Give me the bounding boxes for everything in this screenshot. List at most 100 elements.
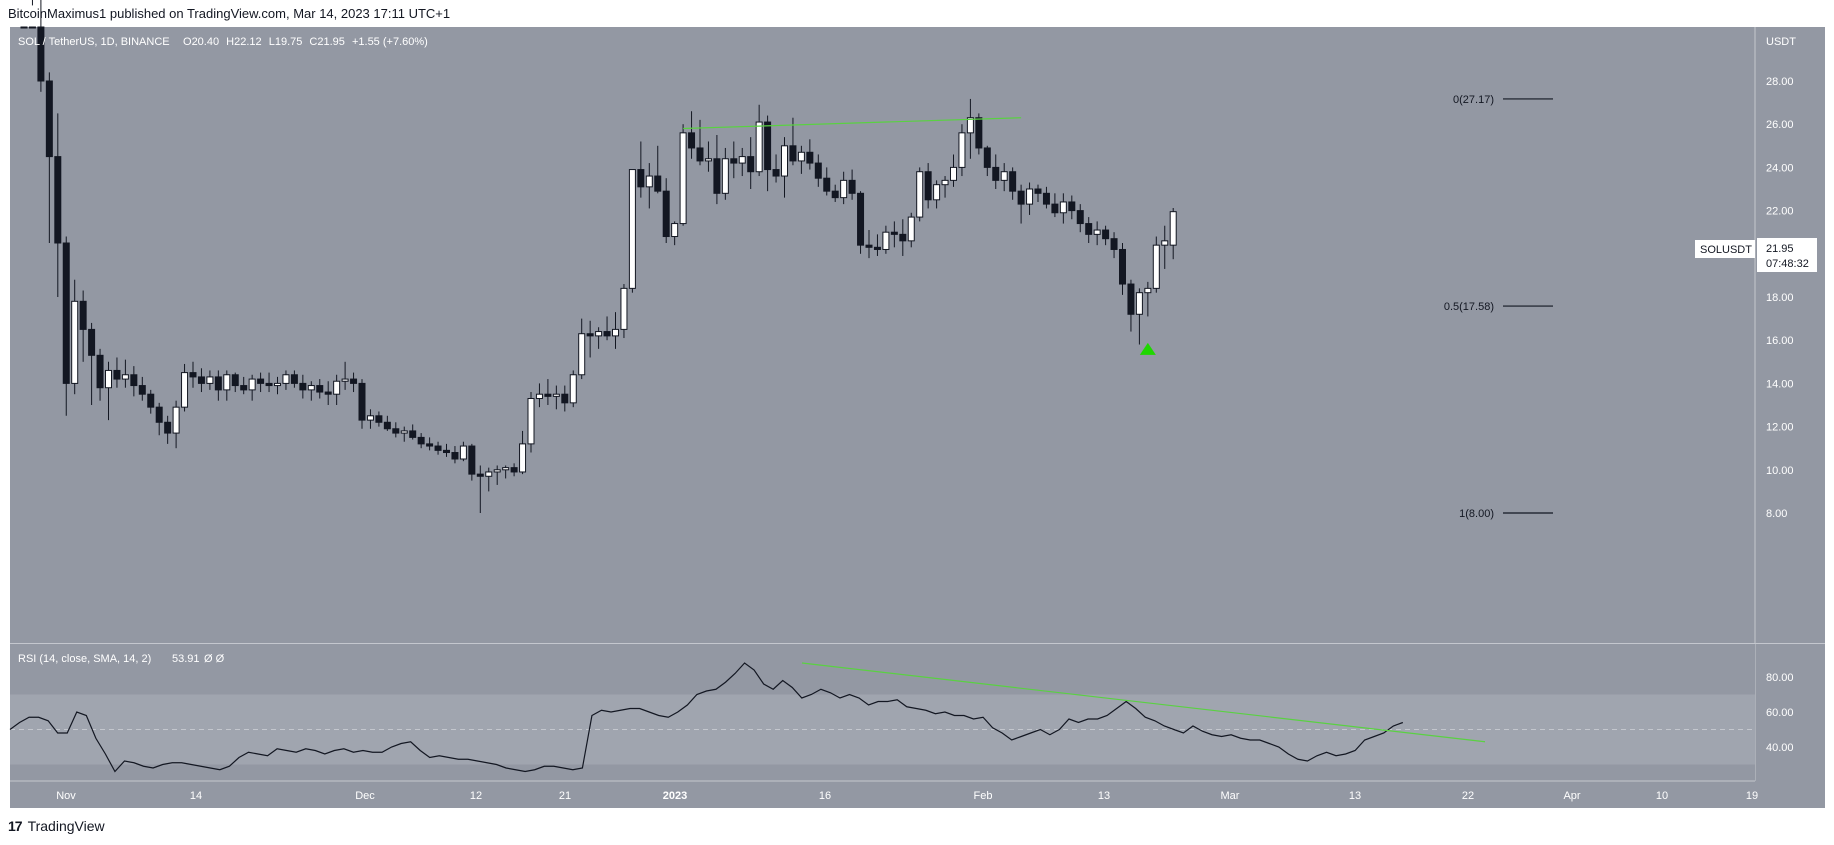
candle-up [612, 328, 619, 337]
candle-down [45, 80, 53, 158]
candle-up [916, 171, 924, 218]
candle-down [899, 233, 907, 242]
candle-up [569, 374, 577, 404]
price-tick-label: 14.00 [1766, 378, 1794, 390]
candle-down [130, 374, 138, 387]
price-panel[interactable] [10, 27, 1755, 643]
candle-down [806, 151, 814, 164]
candle-up [307, 385, 315, 391]
candle-up [535, 393, 543, 400]
last-price-tag[interactable]: SOLUSDT 21.95 07:48:32 [1695, 238, 1817, 272]
symbol-tag-box [1695, 240, 1755, 258]
candle-up [704, 158, 712, 162]
rsi-legend-value: 53.91 [172, 653, 200, 665]
candle-down [20, 26, 28, 29]
rsi-legend: RSI (14, close, SMA, 14, 2) 53.91 Ø Ø [18, 653, 225, 665]
candle-down [375, 415, 383, 423]
candle-down [992, 166, 1000, 181]
green-triangle-up-icon [1139, 342, 1156, 355]
candle-up [181, 372, 189, 408]
candle-up [1026, 188, 1034, 205]
candle-down [789, 145, 797, 162]
candle-up [1059, 201, 1067, 214]
candle-down [451, 452, 459, 460]
high-label: H [226, 36, 234, 48]
candle-up [485, 471, 493, 477]
candle-down [96, 354, 104, 389]
candle-up [941, 179, 949, 186]
candle-up [341, 378, 349, 382]
candle-down [358, 382, 366, 421]
candle-down [983, 147, 991, 168]
candle-up [1161, 240, 1169, 246]
candle-up [1169, 211, 1177, 246]
candle-down [79, 300, 87, 330]
candle-down [62, 242, 70, 384]
candle-down [316, 385, 324, 393]
candle-down [257, 378, 265, 384]
candle-up [223, 374, 231, 391]
candle-down [54, 156, 62, 244]
time-tick-label: Dec [355, 790, 375, 802]
close-label: C [309, 36, 317, 48]
candle-down [1017, 190, 1025, 205]
candle-up [71, 300, 79, 384]
price-tick-label: 12.00 [1766, 422, 1794, 434]
brand-name: TradingView [27, 818, 105, 834]
price-tag-box [1757, 238, 1817, 272]
candle-down [713, 158, 721, 194]
time-tick-label: 19 [1746, 790, 1758, 802]
candle-up [958, 132, 966, 168]
candle-down [1009, 171, 1017, 192]
candle-up [645, 175, 653, 188]
price-axis-panel[interactable] [1755, 27, 1825, 807]
high-value: 22.12 [234, 36, 262, 48]
candle-down [28, 26, 36, 29]
open-value: 20.40 [192, 36, 220, 48]
resistance-trendline[interactable] [683, 117, 1022, 130]
candle-down [865, 244, 873, 248]
candle-down [189, 372, 197, 378]
candle-down [831, 190, 839, 199]
candle-up [907, 216, 915, 242]
candle-down [873, 246, 881, 250]
low-label: L [269, 36, 275, 48]
rsi-tick-label: 80.00 [1766, 672, 1794, 684]
candle-down [155, 406, 163, 423]
candle-down [37, 26, 45, 82]
candle-up [274, 382, 281, 387]
candle-down [476, 473, 484, 477]
rsi-bearish-divergence-trendline[interactable] [801, 662, 1486, 743]
time-tick-label: 21 [559, 790, 571, 802]
candle-up [738, 156, 746, 164]
candle-down [443, 449, 450, 454]
candle-down [848, 179, 856, 194]
fib-level-label: 0.5(17.58) [1444, 301, 1494, 313]
rsi-line[interactable] [9, 662, 1404, 773]
candle-down [350, 378, 358, 384]
time-tick-label: 16 [819, 790, 831, 802]
candle-up [121, 374, 129, 380]
candle-down [197, 376, 205, 384]
rsi-legend-extra: Ø Ø [204, 653, 225, 665]
candle-up [620, 287, 628, 330]
close-value: 21.95 [317, 36, 345, 48]
price-axis-unit: USDT [1766, 36, 1796, 48]
candle-down [857, 192, 865, 246]
price-tick-label: 22.00 [1766, 206, 1794, 218]
time-tick-label: 13 [1098, 790, 1110, 802]
candle-down [764, 121, 772, 171]
time-axis-panel[interactable] [10, 781, 1825, 808]
price-tick-label: 8.00 [1766, 508, 1787, 520]
candle-down [510, 467, 518, 473]
footer-brand[interactable]: 17 TradingView [8, 818, 105, 834]
symbol-tag-label: SOLUSDT [1700, 244, 1752, 256]
candle-down [823, 177, 831, 192]
candle-up [552, 393, 560, 397]
candle-up [1135, 292, 1143, 315]
candle-down [88, 328, 96, 356]
candle-down [426, 443, 434, 447]
candle-down [662, 190, 670, 238]
candle-up [519, 443, 527, 473]
